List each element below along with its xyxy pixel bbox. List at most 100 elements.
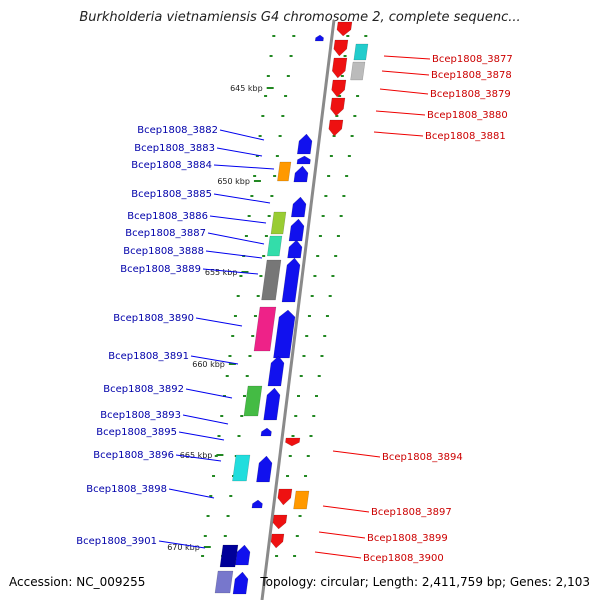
reverse-gene-leader <box>332 450 381 458</box>
kbp-tick-label: 645 kbp <box>230 84 263 93</box>
reverse-gene-label: Bcep1808_3897 <box>371 507 452 518</box>
forward-gene-arrow <box>263 387 281 421</box>
forward-gene-leader <box>178 431 225 441</box>
reverse-gene-label: Bcep1808_3900 <box>363 553 444 564</box>
accession-label: Accession: NC_009255 <box>9 575 146 589</box>
forward-gene-box <box>266 235 283 257</box>
forward-gene-box <box>261 259 282 301</box>
forward-gene-label: Bcep1808_3888 <box>123 246 204 257</box>
forward-gene-label: Bcep1808_3896 <box>93 450 174 461</box>
reverse-gene-box <box>353 43 369 61</box>
kbp-tick-label: 670 kbp <box>167 543 200 552</box>
reverse-gene-arrow <box>331 79 347 98</box>
kbp-tick-label: 665 kbp <box>180 451 213 460</box>
forward-gene-arrow <box>296 155 311 165</box>
forward-gene-leader <box>185 388 233 399</box>
forward-gene-box <box>253 306 277 352</box>
forward-gene-leader <box>209 215 267 224</box>
forward-gene-leader <box>182 414 229 425</box>
forward-gene-label: Bcep1808_3891 <box>108 351 189 362</box>
forward-gene-label: Bcep1808_3883 <box>134 143 215 154</box>
forward-gene-box <box>243 385 263 417</box>
reverse-gene-label: Bcep1808_3880 <box>427 110 508 121</box>
forward-gene-label: Bcep1808_3893 <box>100 410 181 421</box>
forward-gene-leader <box>213 193 271 204</box>
forward-gene-arrow <box>273 309 296 359</box>
reverse-gene-leader <box>381 70 430 76</box>
forward-gene-label: Bcep1808_3885 <box>131 189 212 200</box>
reverse-gene-arrow <box>270 533 285 549</box>
reverse-gene-label: Bcep1808_3881 <box>425 131 506 142</box>
reverse-gene-box <box>350 61 366 81</box>
reverse-gene-arrow <box>285 437 301 447</box>
reverse-gene-arrow <box>333 39 349 57</box>
forward-gene-leader <box>205 250 263 259</box>
forward-gene-arrow <box>296 133 313 155</box>
forward-gene-leader <box>175 454 222 462</box>
forward-gene-label: Bcep1808_3882 <box>137 125 218 136</box>
forward-gene-leader <box>219 129 265 141</box>
reverse-gene-box <box>293 490 310 510</box>
chromosome-backbone <box>260 19 336 600</box>
reverse-gene-label: Bcep1808_3878 <box>431 70 512 81</box>
forward-gene-arrow <box>288 218 305 242</box>
forward-gene-box <box>219 544 239 568</box>
topology-summary: Topology: circular; Length: 2,411,759 bp… <box>260 575 590 589</box>
reverse-gene-arrow <box>336 21 353 37</box>
reverse-gene-leader <box>318 531 366 539</box>
reverse-gene-leader <box>383 55 431 60</box>
forward-gene-label: Bcep1808_3901 <box>76 536 157 547</box>
forward-gene-leader <box>195 317 243 327</box>
forward-gene-arrow <box>281 257 301 303</box>
forward-gene-arrow <box>287 239 303 259</box>
forward-gene-label: Bcep1808_3887 <box>125 228 206 239</box>
forward-gene-leader <box>202 268 259 275</box>
kbp-tick-label: 660 kbp <box>192 360 225 369</box>
reverse-gene-leader <box>373 131 424 137</box>
forward-gene-arrow <box>232 571 249 595</box>
reverse-gene-label: Bcep1808_3879 <box>430 89 511 100</box>
forward-gene-leader <box>213 164 275 170</box>
reverse-gene-leader <box>375 110 426 116</box>
kbp-tick-label: 655 kbp <box>205 268 238 277</box>
forward-gene-label: Bcep1808_3892 <box>103 384 184 395</box>
forward-gene-leader <box>190 355 239 365</box>
reverse-gene-arrow <box>277 488 293 506</box>
reverse-gene-arrow <box>272 514 288 530</box>
kbp-tick-label: 650 kbp <box>217 177 250 186</box>
forward-gene-box <box>277 161 292 182</box>
reverse-gene-label: Bcep1808_3899 <box>367 533 448 544</box>
forward-gene-arrow <box>234 544 251 566</box>
reverse-gene-leader <box>314 551 362 559</box>
forward-gene-arrow <box>314 34 324 42</box>
forward-gene-label: Bcep1808_3889 <box>120 264 201 275</box>
forward-gene-label: Bcep1808_3895 <box>96 427 177 438</box>
forward-gene-arrow <box>293 165 309 183</box>
reverse-gene-label: Bcep1808_3894 <box>382 452 463 463</box>
map-title: Burkholderia vietnamiensis G4 chromosome… <box>79 10 521 25</box>
forward-gene-leader <box>158 540 206 549</box>
forward-gene-leader <box>207 232 265 245</box>
reverse-gene-arrow <box>328 119 344 137</box>
forward-gene-arrow <box>251 499 263 509</box>
forward-gene-label: Bcep1808_3884 <box>131 160 212 171</box>
forward-gene-box <box>214 570 234 594</box>
forward-gene-arrow <box>256 455 273 483</box>
reverse-gene-leader <box>379 88 429 95</box>
forward-gene-label: Bcep1808_3898 <box>86 484 167 495</box>
forward-gene-arrow <box>267 355 285 387</box>
forward-gene-leader <box>216 147 263 157</box>
reverse-gene-leader <box>322 505 370 513</box>
reverse-gene-arrow <box>331 57 348 79</box>
forward-gene-arrow <box>260 427 272 437</box>
forward-gene-box <box>270 211 287 235</box>
forward-gene-leader <box>168 488 215 499</box>
forward-gene-label: Bcep1808_3890 <box>113 313 194 324</box>
forward-gene-arrow <box>290 196 307 218</box>
reverse-gene-label: Bcep1808_3877 <box>432 54 513 65</box>
forward-gene-label: Bcep1808_3886 <box>127 211 208 222</box>
forward-gene-box <box>232 454 251 482</box>
reverse-gene-arrow <box>330 97 346 117</box>
